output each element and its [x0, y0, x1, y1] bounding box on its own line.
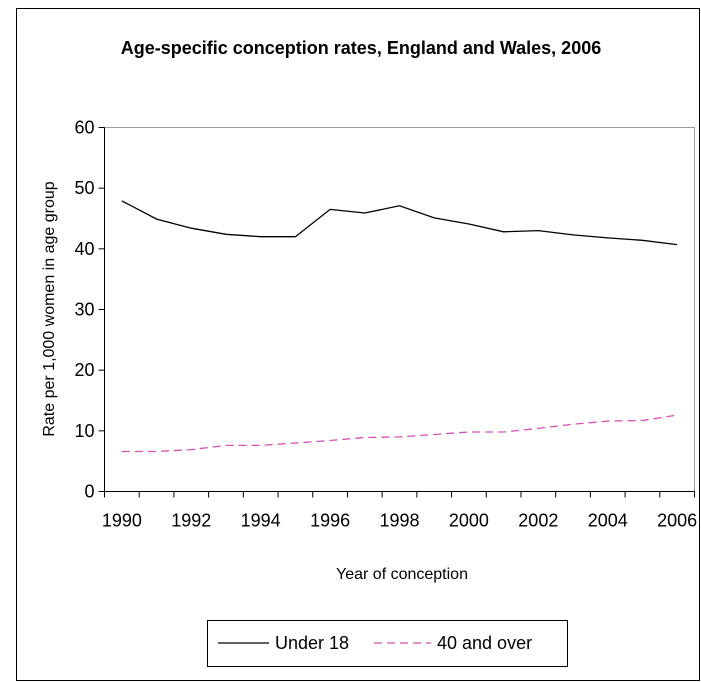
- x-tick-label: 2000: [449, 511, 489, 531]
- y-tick-label: 20: [74, 360, 94, 380]
- chart: Age-specific conception rates, England a…: [41, 38, 697, 667]
- y-tick-label: 60: [74, 118, 94, 138]
- x-tick-label: 1994: [241, 511, 281, 531]
- series-lines: [121, 200, 678, 453]
- x-tick-label: 1992: [171, 511, 211, 531]
- y-tick-label: 40: [74, 239, 94, 259]
- x-tick-label: 1996: [310, 511, 350, 531]
- series-line-40-and-over: [121, 414, 678, 453]
- y-tick-label: 50: [74, 178, 94, 198]
- y-axis-ticks: 0 10 20 30 40 50 60: [74, 118, 105, 502]
- y-axis-label: Rate per 1,000 women in age group: [41, 181, 58, 436]
- x-axis-ticks: 1990 1992 1994 1996 1998 2000 2002 2004 2006: [102, 491, 697, 531]
- y-tick-label: 30: [74, 300, 94, 320]
- x-axis-label: Year of conception: [336, 566, 468, 583]
- y-tick-label: 0: [84, 482, 94, 502]
- x-tick-label: 2004: [588, 511, 628, 531]
- series-line-under-18: [121, 200, 678, 246]
- x-tick-label: 2002: [518, 511, 558, 531]
- x-tick-label: 2006: [657, 511, 697, 531]
- chart-frame: Age-specific conception rates, England a…: [16, 8, 700, 681]
- chart-title: Age-specific conception rates, England a…: [121, 38, 601, 58]
- x-tick-label: 1990: [102, 511, 142, 531]
- legend-label-under-18: Under 18: [275, 633, 349, 653]
- legend: Under 18 40 and over: [207, 620, 568, 667]
- x-tick-label: 1998: [379, 511, 419, 531]
- y-tick-label: 10: [74, 421, 94, 441]
- legend-label-40-and-over: 40 and over: [437, 633, 532, 653]
